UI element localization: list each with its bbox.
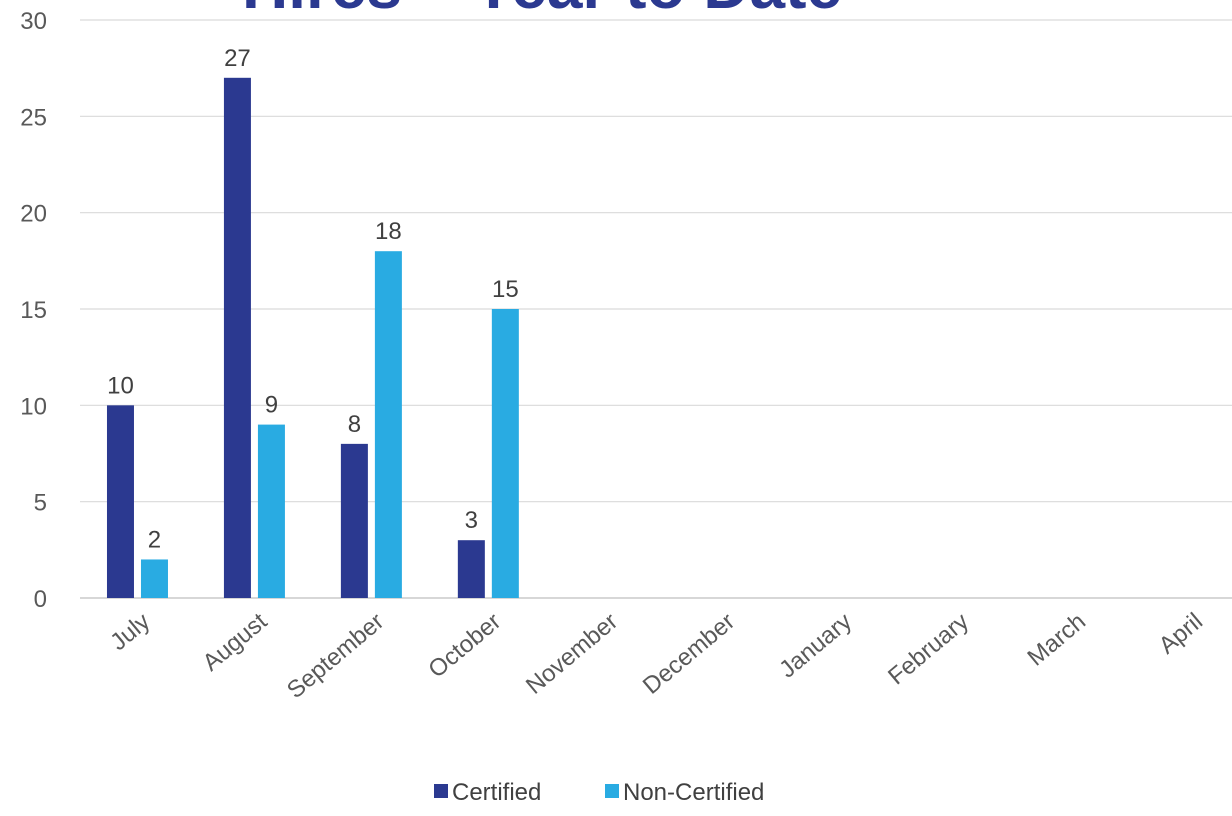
x-axis-ticks: July August September October November Decemb… [105, 608, 1208, 704]
x-tick-label: September [282, 608, 389, 704]
legend-label: Certified [452, 779, 541, 806]
y-axis-ticks: 0 5 10 15 20 25 30 [20, 8, 47, 613]
x-tick-label: April [1154, 608, 1208, 660]
y-tick-label: 5 [34, 490, 47, 517]
y-tick-label: 25 [20, 104, 47, 131]
bar-certified [457, 540, 485, 598]
bar-non-certified [140, 559, 168, 598]
bar-certified [223, 77, 251, 599]
bar-non-certified [374, 251, 402, 598]
data-label: 8 [348, 411, 361, 438]
legend-label: Non-Certified [623, 779, 764, 806]
data-label: 9 [265, 392, 278, 419]
chart-title: Hires – Year to Date [242, 0, 842, 22]
x-tick-label: December [638, 608, 740, 700]
data-label: 18 [375, 218, 402, 245]
x-tick-label: March [1023, 608, 1091, 672]
gridlines [80, 19, 1232, 599]
legend-swatch [605, 784, 619, 798]
data-label: 10 [107, 372, 134, 399]
x-tick-label: October [423, 608, 506, 684]
y-tick-label: 10 [20, 393, 47, 420]
x-tick-label: January [774, 608, 857, 684]
x-tick-label: July [105, 608, 155, 656]
bar-certified [106, 405, 134, 598]
x-tick-label: August [198, 608, 273, 677]
y-tick-label: 0 [34, 586, 47, 613]
data-label: 15 [492, 276, 519, 303]
bar-certified [340, 443, 368, 598]
legend-swatch [434, 784, 448, 798]
y-tick-label: 20 [20, 201, 47, 228]
y-tick-label: 15 [20, 297, 47, 324]
data-label: 3 [465, 507, 478, 534]
y-tick-label: 30 [20, 8, 47, 35]
bar-non-certified [491, 309, 519, 598]
data-label: 27 [224, 45, 251, 72]
bars [106, 77, 519, 599]
legend: Certified Non-Certified [434, 779, 764, 806]
x-tick-label: February [883, 608, 974, 690]
data-label: 2 [148, 526, 161, 553]
data-labels: 10 2 27 9 8 18 3 15 [107, 45, 519, 554]
x-tick-label: November [521, 608, 623, 700]
bar-non-certified [257, 424, 285, 598]
